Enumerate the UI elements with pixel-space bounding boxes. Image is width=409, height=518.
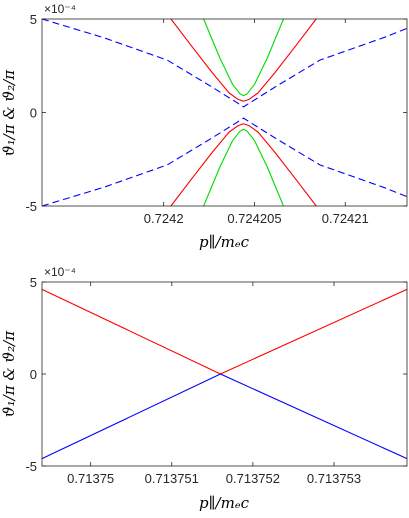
bottom-chart-ytick-label-0: -5 bbox=[25, 459, 37, 474]
top-chart-series-line-4 bbox=[203, 18, 285, 97]
bottom-chart-y-axis-label: ϑ₁/π & ϑ₂/π bbox=[0, 330, 18, 417]
bottom-chart-xtick-label-1: 0.713751 bbox=[145, 471, 199, 486]
top-chart: 0.7242 0.724205 0.72421 -5 0 5 ×10⁻⁴ p∥/mₑc ϑ… bbox=[0, 2, 408, 251]
top-chart-x-axis-label: p∥/mₑc bbox=[199, 233, 250, 251]
bottom-chart-series bbox=[41, 288, 408, 460]
bottom-chart-y-multiplier: ×10⁻⁴ bbox=[44, 265, 76, 279]
top-chart-series-line-2 bbox=[170, 18, 317, 102]
top-chart-xtick-label-2: 0.72421 bbox=[322, 211, 369, 226]
bottom-chart-series-line-1 bbox=[41, 373, 408, 460]
top-chart-series-line-5 bbox=[203, 128, 285, 207]
top-chart-axes-box bbox=[41, 18, 408, 207]
top-chart-series-line-3 bbox=[170, 123, 317, 207]
top-chart-series-line-1 bbox=[41, 117, 408, 207]
top-chart-series-line-0 bbox=[41, 18, 408, 108]
top-chart-y-multiplier: ×10⁻⁴ bbox=[44, 2, 76, 16]
top-chart-xtick-label-0: 0.7242 bbox=[144, 211, 184, 226]
bottom-chart-xtick-label-3: 0.713753 bbox=[307, 471, 361, 486]
bottom-chart-axes-box bbox=[41, 281, 408, 467]
top-chart-ytick-label-1: 0 bbox=[30, 106, 37, 121]
top-chart-y-axis-label: ϑ₁/π & ϑ₂/π bbox=[0, 69, 18, 156]
top-chart-xtick-label-1: 0.724205 bbox=[227, 211, 281, 226]
top-chart-ytick-label-2: 5 bbox=[30, 12, 37, 27]
bottom-chart-series-line-0 bbox=[41, 288, 408, 375]
bottom-chart: 0.71375 0.713751 0.713752 0.713753 -5 0 5 ×10⁻… bbox=[0, 265, 408, 512]
top-chart-ticks: 0.7242 0.724205 0.72421 -5 0 5 bbox=[25, 12, 407, 226]
bottom-chart-xtick-label-0: 0.71375 bbox=[67, 471, 114, 486]
bottom-chart-xtick-label-2: 0.713752 bbox=[226, 471, 280, 486]
bottom-chart-x-axis-label: p∥/mₑc bbox=[199, 494, 250, 512]
top-chart-series bbox=[41, 18, 408, 207]
top-chart-ytick-label-0: -5 bbox=[25, 199, 37, 214]
bottom-chart-ticks: 0.71375 0.713751 0.713752 0.713753 -5 0 5 bbox=[25, 275, 407, 486]
bottom-chart-ytick-label-1: 0 bbox=[30, 367, 37, 382]
bottom-chart-ytick-label-2: 5 bbox=[30, 275, 37, 290]
